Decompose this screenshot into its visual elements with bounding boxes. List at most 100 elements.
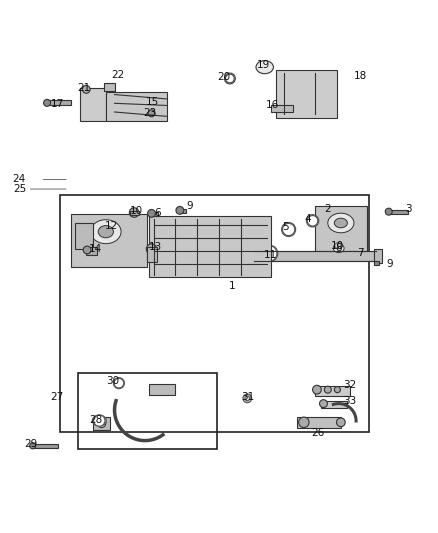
Text: 9: 9 <box>387 259 393 269</box>
Circle shape <box>148 110 155 117</box>
Text: 15: 15 <box>146 97 159 107</box>
Bar <box>374 249 382 263</box>
Bar <box>315 206 367 258</box>
Ellipse shape <box>97 419 106 427</box>
Text: 17: 17 <box>50 99 64 109</box>
Circle shape <box>336 418 345 426</box>
Bar <box>149 216 271 277</box>
Bar <box>374 261 379 265</box>
Circle shape <box>176 206 184 214</box>
Ellipse shape <box>113 378 124 389</box>
Text: 2: 2 <box>325 204 331 214</box>
Text: 11: 11 <box>264 250 277 260</box>
Ellipse shape <box>328 213 354 233</box>
Bar <box>180 208 186 213</box>
Ellipse shape <box>224 73 235 84</box>
Circle shape <box>385 208 392 215</box>
Ellipse shape <box>335 243 343 249</box>
Ellipse shape <box>307 215 319 227</box>
Circle shape <box>299 417 309 427</box>
Bar <box>60 195 369 432</box>
Text: 10: 10 <box>331 241 344 251</box>
Text: 10: 10 <box>130 206 143 216</box>
Bar <box>297 417 341 427</box>
Bar <box>32 444 58 448</box>
Bar <box>149 384 176 395</box>
Text: 33: 33 <box>343 395 356 406</box>
Bar <box>106 92 167 120</box>
Text: 8: 8 <box>336 243 342 253</box>
Text: 6: 6 <box>154 207 160 217</box>
Circle shape <box>44 99 50 107</box>
Text: 25: 25 <box>13 184 26 194</box>
Circle shape <box>146 244 157 254</box>
Ellipse shape <box>91 220 121 244</box>
Ellipse shape <box>260 245 278 262</box>
Text: 20: 20 <box>218 72 231 82</box>
Text: 32: 32 <box>343 381 356 390</box>
Circle shape <box>313 385 321 394</box>
Text: 22: 22 <box>111 70 124 80</box>
Bar <box>80 88 106 120</box>
Bar <box>389 210 408 214</box>
Text: 24: 24 <box>12 174 25 184</box>
Text: 5: 5 <box>282 222 289 232</box>
Circle shape <box>129 208 139 217</box>
Text: 7: 7 <box>357 247 364 257</box>
Text: 4: 4 <box>305 214 311 224</box>
Circle shape <box>324 386 331 393</box>
Bar <box>276 70 336 118</box>
Ellipse shape <box>333 244 344 253</box>
Bar <box>254 251 376 261</box>
Text: 16: 16 <box>266 100 279 110</box>
Text: 26: 26 <box>311 428 325 438</box>
Bar <box>78 373 217 449</box>
Bar <box>71 214 147 266</box>
Ellipse shape <box>92 415 106 426</box>
Ellipse shape <box>282 223 296 237</box>
Ellipse shape <box>334 218 347 228</box>
Text: 19: 19 <box>257 60 270 70</box>
Text: 23: 23 <box>144 108 157 118</box>
Text: 31: 31 <box>240 392 254 402</box>
Ellipse shape <box>98 225 113 238</box>
Circle shape <box>261 246 277 261</box>
Bar <box>86 247 97 255</box>
Circle shape <box>226 74 234 83</box>
Text: 18: 18 <box>354 71 367 82</box>
Bar <box>75 223 93 249</box>
Circle shape <box>114 378 124 388</box>
Circle shape <box>30 443 36 449</box>
Circle shape <box>148 209 155 217</box>
Circle shape <box>82 85 90 93</box>
Bar <box>147 247 157 262</box>
Circle shape <box>320 400 327 408</box>
Bar <box>315 386 350 396</box>
Text: 13: 13 <box>148 242 162 252</box>
Text: 27: 27 <box>50 392 64 402</box>
Bar <box>271 106 293 112</box>
Circle shape <box>83 246 91 254</box>
Circle shape <box>334 386 340 393</box>
Circle shape <box>283 223 295 236</box>
Text: 29: 29 <box>25 439 38 449</box>
Text: 1: 1 <box>229 281 235 291</box>
Circle shape <box>307 215 318 226</box>
Circle shape <box>245 396 250 400</box>
Text: 12: 12 <box>105 221 118 231</box>
Text: 9: 9 <box>186 201 193 212</box>
Bar <box>321 400 347 408</box>
Bar <box>152 212 158 215</box>
Bar <box>104 83 115 91</box>
Text: 14: 14 <box>88 244 102 254</box>
Text: 28: 28 <box>90 415 103 425</box>
Text: 30: 30 <box>106 376 119 386</box>
Circle shape <box>243 394 252 403</box>
Circle shape <box>94 415 105 426</box>
Text: 21: 21 <box>78 83 91 93</box>
Bar <box>93 417 110 430</box>
Text: 3: 3 <box>405 204 412 214</box>
Bar <box>45 100 71 106</box>
Ellipse shape <box>256 61 273 74</box>
Bar <box>130 211 139 215</box>
